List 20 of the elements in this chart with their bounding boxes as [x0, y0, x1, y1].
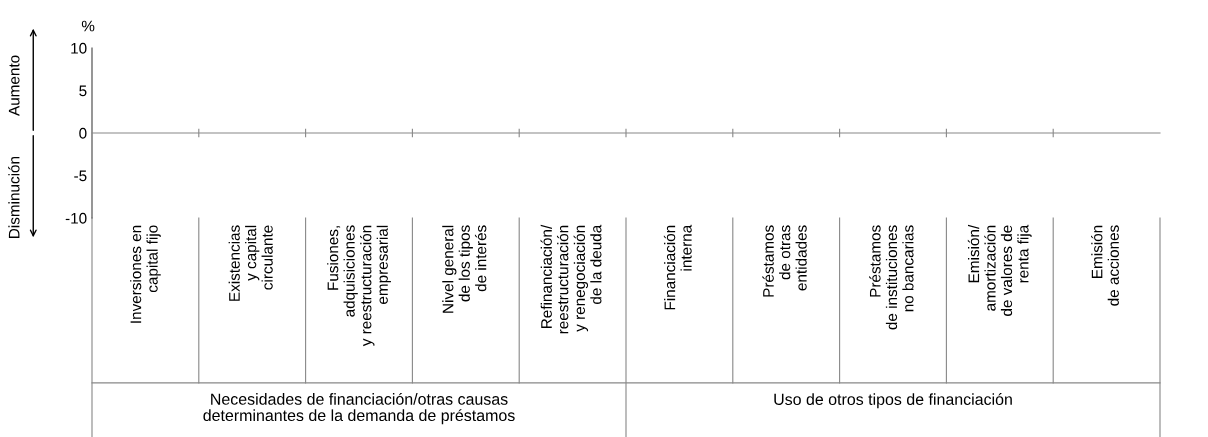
text: Disminución [8, 156, 20, 238]
y-tick-label: 5 [79, 85, 87, 97]
x-tick-label: Nivel general de los tipos de interés [442, 225, 487, 313]
y-tick-label: 0 [79, 127, 87, 139]
x-tick-label: Inversiones en capital fijo [130, 225, 161, 323]
x-tick-label: Fusiones, adquisiciones y reestructuración empresarial [327, 225, 391, 347]
y-axis-title: % [81, 20, 95, 32]
y-tick-label: 10 [71, 42, 87, 54]
x-tick-label: Emisión/ amortización de valores de renta fija [967, 224, 1032, 316]
x-tick-label: Refinanciación/ reestructuración y renegociación de la deuda [540, 224, 602, 334]
x-tick-label: Existencias y capital circulante [228, 225, 273, 301]
y-tick-label: -10 [65, 212, 87, 224]
text: Necesidades de financiación/otras causas determinantes de la demanda de préstamos [203, 392, 515, 425]
x-tick-label: Préstamos de otras entidades [762, 225, 807, 297]
x-tick-label: Préstamos de instituciones no bancarias [869, 225, 914, 330]
x-tick-label: Financiación interna [663, 224, 692, 310]
text: Aumento [8, 55, 20, 116]
text: Uso de otros tipos de financiación [774, 393, 1012, 409]
y-tick-label: -5 [74, 170, 87, 182]
x-tick-label: Emisión de acciones [1091, 225, 1119, 306]
